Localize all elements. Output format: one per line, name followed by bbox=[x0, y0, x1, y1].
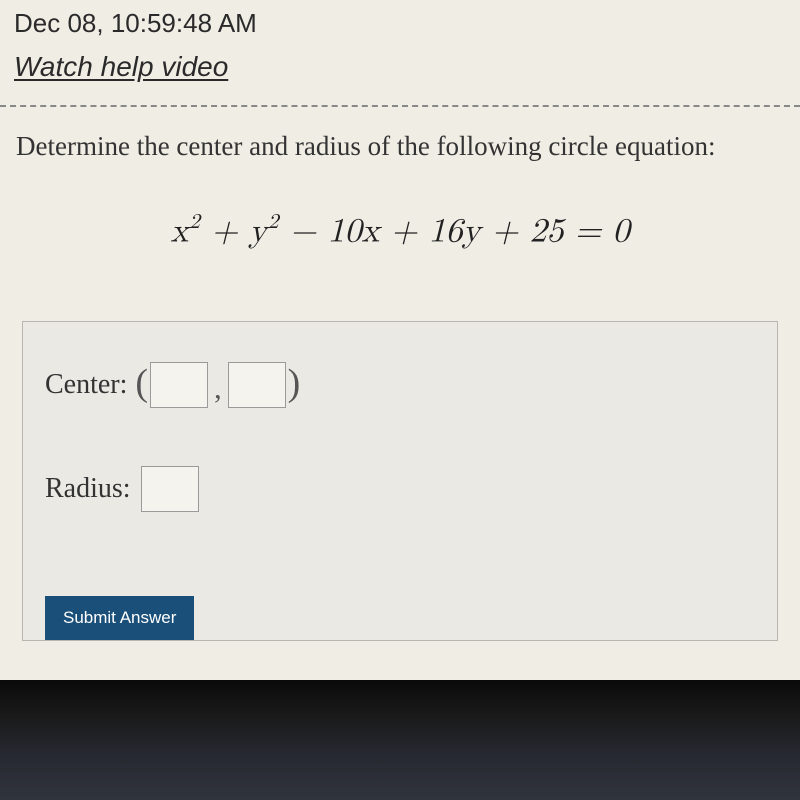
submit-answer-button[interactable]: Submit Answer bbox=[45, 596, 194, 640]
center-row: Center: ( , ) bbox=[45, 362, 755, 408]
radius-row: Radius: bbox=[45, 466, 755, 512]
monitor-bezel bbox=[0, 680, 800, 800]
center-x-input[interactable] bbox=[150, 362, 208, 408]
equation-x: x bbox=[170, 215, 188, 249]
center-y-input[interactable] bbox=[228, 362, 286, 408]
watch-help-video-link[interactable]: Watch help video bbox=[14, 51, 228, 83]
radius-label: Radius: bbox=[45, 473, 131, 505]
radius-input[interactable] bbox=[141, 466, 199, 512]
paren-close: ) bbox=[288, 361, 301, 405]
paren-open: ( bbox=[135, 361, 148, 405]
page-container: Dec 08, 10:59:48 AM Watch help video Det… bbox=[0, 0, 800, 641]
answer-container: Center: ( , ) Radius: Submit Answer bbox=[22, 321, 778, 641]
timestamp: Dec 08, 10:59:48 AM bbox=[14, 8, 786, 39]
equation-y-exp: 2 bbox=[268, 212, 279, 233]
equation-tail: − 10x + 16y + 25 = 0 bbox=[279, 215, 630, 249]
circle-equation: x2 + y2 − 10x + 16y + 25 = 0 bbox=[14, 210, 786, 253]
center-comma: , bbox=[214, 372, 222, 406]
question-prompt: Determine the center and radius of the f… bbox=[16, 131, 786, 162]
equation-y: y bbox=[249, 215, 267, 249]
section-divider bbox=[0, 105, 800, 107]
center-label: Center: bbox=[45, 369, 127, 401]
equation-x-exp: 2 bbox=[189, 212, 200, 233]
